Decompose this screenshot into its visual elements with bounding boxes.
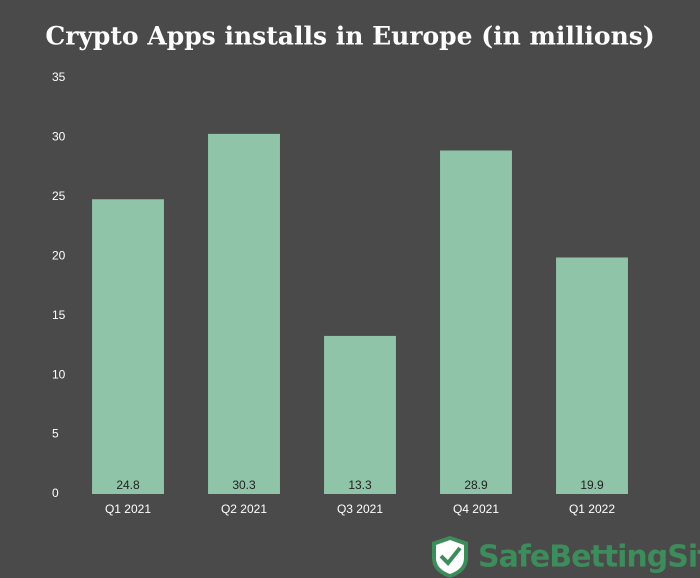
y-tick-label: 15: [52, 308, 66, 322]
x-tick-label: Q1 2022: [569, 502, 615, 516]
y-tick-label: 35: [52, 70, 66, 84]
bar: [556, 257, 628, 494]
bar: [92, 199, 164, 494]
x-tick-label: Q2 2021: [221, 502, 267, 516]
value-label: 24.8: [116, 478, 140, 492]
value-label: 30.3: [232, 478, 256, 492]
bar: [324, 335, 396, 494]
logo-shield-inner: [436, 540, 464, 574]
logo-check: [439, 546, 462, 566]
value-label: 19.9: [580, 478, 604, 492]
y-tick-label: 5: [52, 427, 59, 441]
bar: [208, 133, 280, 494]
bar: [440, 150, 512, 494]
value-label: 28.9: [464, 478, 488, 492]
x-tick-label: Q4 2021: [453, 502, 499, 516]
y-tick-label: 0: [52, 486, 59, 500]
value-label: 13.3: [348, 478, 372, 492]
watermark: SafeBettingSites: [478, 540, 700, 575]
y-tick-label: 25: [52, 189, 66, 203]
logo: [432, 536, 468, 578]
x-tick-label: Q1 2021: [105, 502, 151, 516]
y-tick-label: 10: [52, 367, 66, 381]
y-tick-label: 20: [52, 248, 66, 262]
y-tick-label: 30: [52, 130, 66, 144]
x-tick-label: Q3 2021: [337, 502, 383, 516]
chart-title: Crypto Apps installs in Europe (in milli…: [45, 22, 654, 51]
